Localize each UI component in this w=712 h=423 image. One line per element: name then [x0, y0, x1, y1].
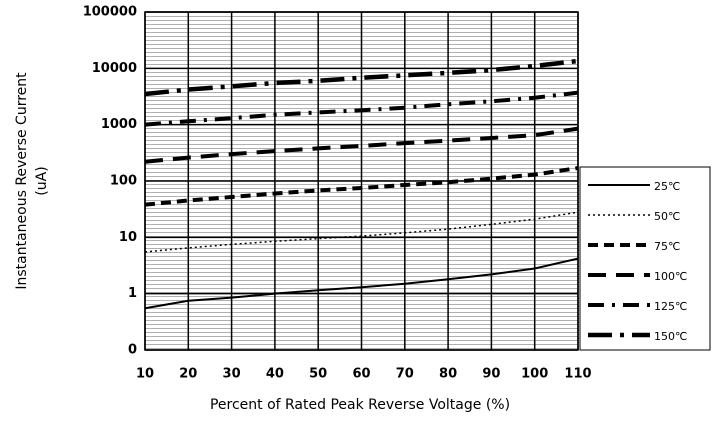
x-tick-label: 80 [439, 367, 457, 382]
legend-label: 75℃ [654, 240, 680, 253]
y-label-line: Instantaneous Reverse Current [14, 72, 30, 290]
plot-frame [144, 11, 579, 351]
y-tick-label: 10000 [92, 61, 137, 76]
series-line [144, 90, 579, 127]
legend-label: 50℃ [654, 210, 680, 223]
series-line [144, 166, 579, 207]
x-tick-label: 100 [521, 367, 548, 382]
y-axis-label: Instantaneous Reverse Current (uA) [14, 72, 50, 290]
series-line [144, 126, 579, 164]
x-tick-label: 70 [396, 367, 414, 382]
y-label-line: (uA) [34, 166, 50, 195]
y-tick-label: 1000 [101, 117, 137, 132]
legend-box [579, 166, 711, 351]
x-tick-label: 30 [223, 367, 241, 382]
y-tick-label: 100000 [83, 5, 137, 20]
x-tick-label: 60 [352, 367, 370, 382]
legend-label: 100℃ [654, 270, 687, 283]
x-tick-label: 50 [309, 367, 327, 382]
y-tick-label: 0 [128, 343, 137, 358]
legend-label: 25℃ [654, 180, 680, 193]
x-axis-label: Percent of Rated Peak Reverse Voltage (%… [210, 397, 510, 413]
y-tick-label: 100 [110, 174, 137, 189]
x-tick-label: 90 [482, 367, 500, 382]
x-tick-label: 10 [136, 367, 154, 382]
series-line [144, 58, 579, 97]
y-tick-label: 10 [119, 230, 137, 245]
y-tick-label: 1 [128, 286, 137, 301]
x-tick-label: 110 [564, 367, 591, 382]
legend-label: 125℃ [654, 300, 687, 313]
series-line [144, 257, 579, 310]
x-tick-label: 20 [179, 367, 197, 382]
x-tick-label: 40 [266, 367, 284, 382]
legend-label: 150℃ [654, 330, 687, 343]
